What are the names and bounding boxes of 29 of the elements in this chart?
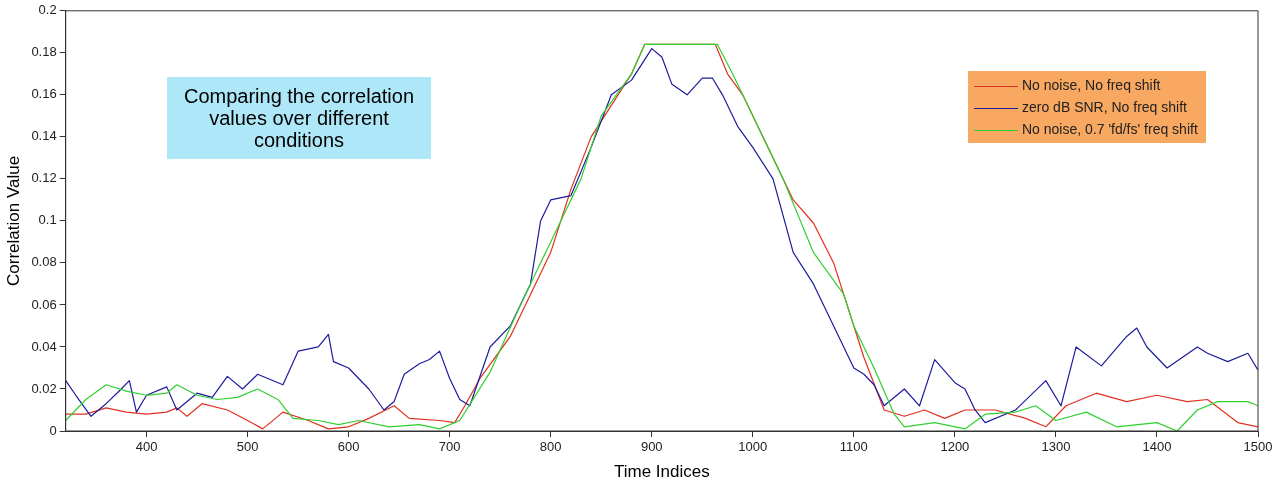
y-tick-label: 0.08 [31,254,57,270]
legend-label: No noise, No freq shift [1022,76,1161,93]
legend-label: zero dB SNR, No freq shift [1022,98,1187,115]
x-tick-label: 800 [539,439,562,455]
x-tick-label: 500 [236,439,259,455]
x-axis-title: Time Indices [613,462,710,482]
legend-label: No noise, 0.7 'fd/fs' freq shift [1022,120,1198,137]
x-tick-label: 1400 [1142,439,1172,455]
x-tick-label: 1300 [1041,439,1071,455]
x-tick-label: 1100 [839,439,868,455]
x-tick-label: 400 [135,439,158,455]
x-tick-label: 1200 [940,439,970,455]
x-tick-label: 700 [438,439,461,455]
y-tick-label: 0.04 [31,338,57,354]
x-tick-label: 1500 [1243,439,1273,455]
x-tick-label: 1000 [738,439,768,455]
y-tick-label: 0.1 [38,212,57,228]
annotation: Comparing the correlation values over different conditions [167,77,431,159]
y-tick-label: 0.18 [31,44,57,60]
y-tick-label: 0.16 [31,86,57,102]
y-tick-label: 0.12 [31,170,57,186]
y-tick-label: 0.14 [31,128,57,144]
y-tick-label: 0.02 [31,380,57,396]
x-tick-label: 600 [337,439,360,455]
y-tick-label: 0.2 [38,2,57,18]
y-tick-label: 0.06 [31,296,57,312]
y-axis-title: Correlation Value [3,155,23,286]
y-tick-label: 0 [49,422,57,438]
x-tick-label: 900 [640,439,663,455]
